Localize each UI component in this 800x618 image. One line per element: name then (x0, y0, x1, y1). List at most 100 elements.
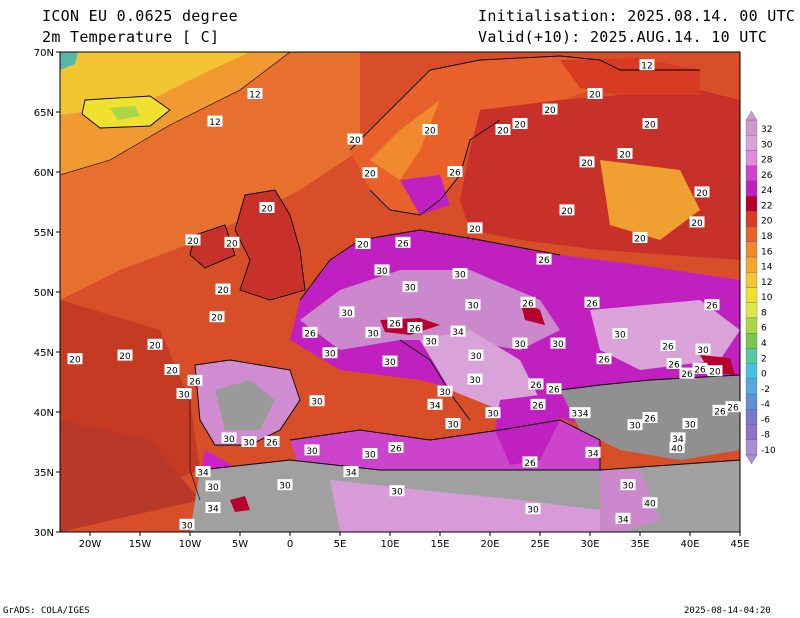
colorbar-swatch (745, 119, 758, 136)
valid-time: Valid(+10): 2025.AUG.14. 10 UTC (478, 28, 768, 46)
svg-text:30: 30 (279, 482, 291, 492)
contour-label: 30 (362, 448, 378, 461)
svg-text:20: 20 (497, 127, 509, 137)
contour-label: 30 (445, 418, 461, 431)
contour-label: 40 (669, 442, 685, 455)
svg-text:20: 20 (634, 235, 646, 245)
svg-text:30: 30 (622, 482, 634, 492)
colorbar-swatch (745, 165, 758, 182)
contour-label: 20 (164, 364, 180, 377)
svg-text:20: 20 (119, 352, 131, 362)
contour-label: 12 (247, 88, 263, 101)
svg-text:26: 26 (662, 343, 674, 353)
colorbar-label: 20 (761, 217, 773, 227)
lat-tick-label: 40N (34, 408, 54, 419)
svg-text:20: 20 (644, 121, 656, 131)
svg-text:26: 26 (668, 361, 680, 371)
contour-label: 26 (536, 253, 552, 266)
svg-text:40: 40 (671, 445, 683, 455)
svg-text:20: 20 (561, 207, 573, 217)
svg-text:30: 30 (367, 329, 379, 339)
colorbar-label: 32 (761, 125, 772, 135)
svg-text:26: 26 (266, 439, 278, 449)
svg-text:20: 20 (544, 106, 556, 116)
colorbar-swatch (745, 393, 758, 410)
colorbar-label: 22 (761, 201, 772, 211)
colorbar-label: -2 (761, 385, 770, 395)
lon-tick-label: 40E (680, 539, 699, 550)
contour-label: 20 (587, 88, 603, 101)
svg-text:20: 20 (424, 127, 436, 137)
contour-label: 26 (522, 456, 538, 469)
contour-label: 26 (679, 367, 695, 380)
svg-text:30: 30 (223, 435, 235, 445)
colorbar-swatch (745, 256, 758, 273)
svg-text:26: 26 (598, 356, 610, 366)
svg-text:20: 20 (581, 159, 593, 169)
svg-text:26: 26 (522, 299, 534, 309)
svg-text:34: 34 (587, 449, 599, 459)
svg-text:30: 30 (306, 447, 318, 457)
contour-label: 30 (423, 335, 439, 348)
colorbar-label: 6 (761, 324, 767, 334)
contour-label: 26 (388, 442, 404, 455)
contour-label: 26 (546, 383, 562, 396)
lat-tick-label: 70N (34, 48, 54, 59)
svg-text:334: 334 (571, 410, 588, 420)
contour-label: 20 (224, 236, 240, 249)
contour-label: 34 (450, 325, 466, 338)
contour-label: 26 (584, 296, 600, 309)
svg-text:34: 34 (207, 505, 219, 515)
contour-label: 30 (304, 444, 320, 457)
render-timestamp: 2025-08-14-04:20 (684, 606, 771, 616)
contour-label: 26 (725, 401, 741, 414)
contour-label: 30 (382, 355, 398, 368)
contour-label: 20 (579, 156, 595, 169)
svg-text:26: 26 (304, 329, 316, 339)
svg-text:30: 30 (311, 398, 323, 408)
contour-label: 20 (117, 349, 133, 362)
svg-text:30: 30 (376, 267, 388, 277)
lat-tick-label: 50N (34, 288, 54, 299)
contour-label: 20 (209, 311, 225, 324)
colorbar-swatch (745, 135, 758, 151)
contour-label: 26 (407, 322, 423, 335)
contour-label: 26 (264, 436, 280, 449)
svg-text:34: 34 (429, 401, 441, 411)
colorbar-label: 26 (761, 171, 773, 181)
contour-label: 30 (465, 299, 481, 312)
colorbar-swatch (745, 272, 758, 288)
contour-label: 12 (207, 115, 223, 128)
contour-label: 34 (195, 466, 211, 479)
field-title: 2m Temperature [ C] (42, 28, 220, 46)
svg-text:30: 30 (384, 358, 396, 368)
contour-label: 26 (447, 166, 463, 179)
colorbar-swatch (745, 333, 758, 349)
contour-label: 30 (339, 306, 355, 319)
contour-label: 20 (355, 238, 371, 251)
svg-text:26: 26 (714, 407, 726, 417)
svg-text:20: 20 (349, 136, 361, 146)
svg-text:30: 30 (454, 271, 466, 281)
svg-text:34: 34 (672, 435, 684, 445)
svg-text:30: 30 (469, 376, 481, 386)
contour-label: 34 (427, 398, 443, 411)
contour-label: 20 (422, 124, 438, 137)
lon-tick-label: 20W (79, 539, 102, 550)
lon-tick-label: 15E (430, 539, 449, 550)
contour-label: 26 (530, 398, 546, 411)
contour-label: 40 (642, 497, 658, 510)
contour-label: 20 (617, 148, 633, 161)
contour-label: 30 (179, 518, 195, 531)
colorbar-label: -4 (761, 400, 770, 410)
contour-label: 20 (67, 353, 83, 366)
contour-labels: 12 12 12 20 20 20 20 20 20 20 20 20 26 20 20 20 20 20 20 20… (67, 59, 741, 531)
contour-label: 30 (205, 480, 221, 493)
svg-text:30: 30 (341, 309, 353, 319)
colorbar-swatch (745, 241, 758, 258)
contour-label: 20 (347, 133, 363, 146)
init-time: Initialisation: 2025.08.14. 00 UTC (478, 7, 796, 25)
colorbar-label: 30 (761, 140, 773, 150)
contour-label: 20 (512, 118, 528, 131)
